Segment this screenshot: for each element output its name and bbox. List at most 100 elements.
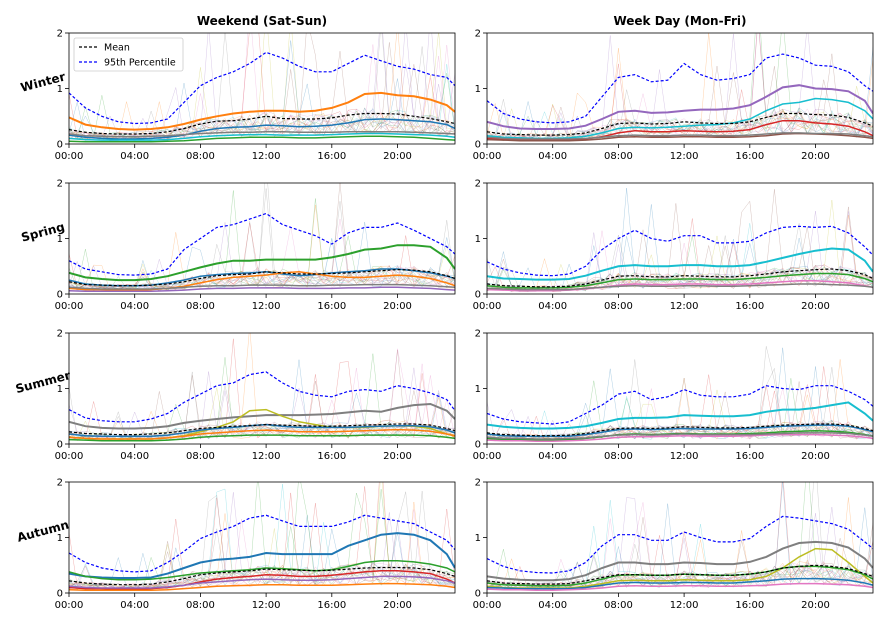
x-tick-label: 16:00 <box>735 301 764 312</box>
x-tick-label: 08:00 <box>186 600 215 611</box>
x-tick-label: 04:00 <box>120 301 149 312</box>
x-tick-label: 20:00 <box>383 151 412 162</box>
series-line <box>69 244 455 282</box>
individual-trace <box>487 93 873 140</box>
x-tick-label: 12:00 <box>252 451 281 462</box>
x-tick-label: 12:00 <box>670 301 699 312</box>
series-line <box>69 402 455 430</box>
series-line <box>487 97 873 140</box>
panel-spring-weekday: 0 1 2 00:00 04:00 08:00 12:00 16:00 20:00 <box>473 179 874 312</box>
individual-trace <box>487 188 873 292</box>
individual-trace <box>487 86 873 142</box>
series-line <box>487 582 873 591</box>
panel-spring-weekend: 0 1 2 00:00 04:00 08:00 12:00 16:00 20:00 <box>55 179 456 312</box>
x-tick-label: 00:00 <box>473 151 502 162</box>
column-title-weekend: Weekend (Sat-Sun) <box>197 14 327 28</box>
y-tick-label: 1 <box>475 84 481 95</box>
individual-trace <box>487 108 873 141</box>
x-tick-label: 16:00 <box>317 600 346 611</box>
panel-winter-weekend: 0 1 2 00:00 04:00 08:00 12:00 16:00 20:00 <box>55 29 456 162</box>
series-line <box>487 577 873 590</box>
individual-trace <box>487 189 873 291</box>
individual-trace <box>487 482 873 590</box>
panel-autumn-weekday: 0 1 2 00:00 04:00 08:00 12:00 16:00 20:00 <box>473 478 874 611</box>
series-group <box>487 53 873 142</box>
x-tick-label: 04:00 <box>120 451 149 462</box>
series-group <box>69 212 455 292</box>
series-line <box>69 118 455 140</box>
column-title-weekday: Week Day (Mon-Fri) <box>613 14 746 28</box>
series-line <box>69 91 455 131</box>
individual-trace <box>69 512 455 589</box>
individual-trace <box>69 371 455 441</box>
series-line <box>487 433 873 442</box>
y-tick-label: 0 <box>475 290 481 301</box>
legend-box <box>73 37 184 72</box>
row-label-summer: Summer <box>14 368 72 396</box>
y-tick-label: 1 <box>57 533 63 544</box>
x-tick-label: 04:00 <box>538 451 567 462</box>
mean-line <box>69 423 455 436</box>
x-tick-label: 08:00 <box>186 301 215 312</box>
axes-frame <box>486 182 874 295</box>
individual-trace <box>69 33 455 141</box>
y-tick-label: 1 <box>57 84 63 95</box>
x-tick-label: 08:00 <box>604 151 633 162</box>
x-tick-label: 00:00 <box>55 151 84 162</box>
x-tick-label: 08:00 <box>186 151 215 162</box>
x-tick-label: 00:00 <box>473 451 502 462</box>
p95-line <box>69 514 455 573</box>
p95-line <box>487 225 873 277</box>
x-tick-label: 04:00 <box>120 600 149 611</box>
y-tick-label: 2 <box>57 29 63 40</box>
legend-p95-label: 95th Percentile <box>104 58 176 69</box>
x-tick-label: 00:00 <box>55 600 84 611</box>
x-tick-label: 04:00 <box>538 151 567 162</box>
x-tick-label: 20:00 <box>383 600 412 611</box>
individual-trace <box>69 33 455 141</box>
y-tick-label: 0 <box>57 589 63 600</box>
series-group <box>487 225 873 292</box>
individual-trace <box>487 99 873 142</box>
p95-line <box>487 53 873 124</box>
individual-trace <box>69 226 455 291</box>
trace-texture <box>487 188 873 292</box>
individual-trace <box>69 78 455 140</box>
trace-texture <box>69 333 455 442</box>
mean-line <box>487 564 873 585</box>
p95-line <box>487 385 873 425</box>
mean-line <box>487 423 873 437</box>
series-group <box>69 371 455 442</box>
x-tick-label: 00:00 <box>473 301 502 312</box>
individual-trace <box>69 188 455 292</box>
individual-trace <box>487 482 873 589</box>
y-tick-label: 2 <box>475 29 481 40</box>
y-tick-label: 1 <box>475 234 481 245</box>
x-tick-label: 20:00 <box>801 151 830 162</box>
p95-line <box>69 212 455 276</box>
series-group <box>69 514 455 591</box>
x-tick-label: 20:00 <box>801 301 830 312</box>
series-line <box>69 582 455 591</box>
series-line <box>69 575 455 589</box>
series-line <box>69 132 455 141</box>
series-line <box>69 532 455 579</box>
series-line <box>487 283 873 291</box>
series-line <box>487 565 873 587</box>
series-line <box>487 272 873 289</box>
x-tick-label: 12:00 <box>670 600 699 611</box>
individual-trace <box>487 346 873 441</box>
x-tick-label: 12:00 <box>252 600 281 611</box>
legend-mean-label: Mean <box>104 43 130 54</box>
y-tick-label: 1 <box>475 384 481 395</box>
series-line <box>69 570 455 590</box>
mean-line <box>487 112 873 136</box>
x-tick-label: 04:00 <box>538 600 567 611</box>
x-tick-label: 00:00 <box>473 600 502 611</box>
series-line <box>487 132 873 140</box>
series-line <box>487 401 873 430</box>
y-tick-label: 0 <box>57 140 63 151</box>
individual-trace <box>69 33 455 140</box>
x-tick-label: 04:00 <box>538 301 567 312</box>
y-tick-label: 2 <box>57 179 63 190</box>
